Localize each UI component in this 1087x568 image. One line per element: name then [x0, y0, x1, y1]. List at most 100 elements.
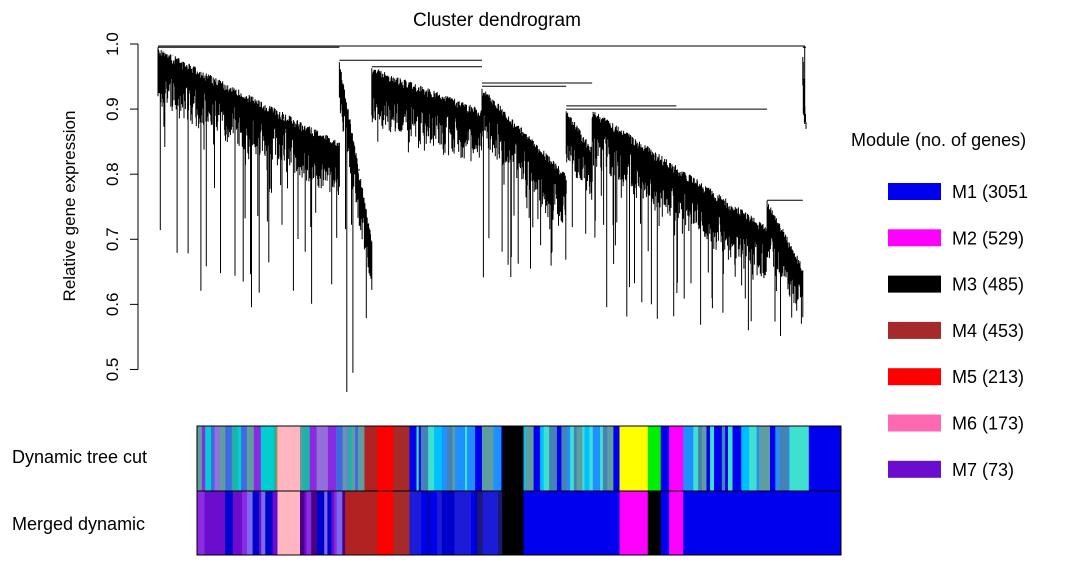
- module-strip: [327, 426, 337, 491]
- module-block: [345, 491, 378, 555]
- module-strip: [317, 491, 325, 555]
- module-strip: [786, 426, 789, 491]
- module-strip: [434, 426, 443, 491]
- module-strip: [485, 426, 494, 491]
- module-block: [647, 426, 662, 491]
- module-strip: [570, 426, 575, 491]
- module-strip: [607, 426, 614, 491]
- module-block: [660, 426, 670, 491]
- module-strip: [327, 491, 332, 555]
- module-strip: [561, 426, 568, 491]
- legend-label: M3 (485): [952, 275, 1024, 295]
- module-strip: [272, 491, 278, 555]
- module-strip: [459, 426, 466, 491]
- module-strip: [358, 426, 365, 491]
- module-strip: [334, 491, 338, 555]
- module-strip: [556, 426, 562, 491]
- module-block: [619, 491, 649, 555]
- module-strip: [418, 426, 422, 491]
- module-strip: [447, 426, 453, 491]
- module-strip: [543, 426, 550, 491]
- module-strip: [470, 491, 475, 555]
- module-strip: [219, 426, 226, 491]
- legend-title: Module (no. of genes): [851, 130, 1026, 150]
- module-strip: [442, 426, 448, 491]
- y-tick-label: 0.6: [103, 293, 122, 317]
- module-strip: [714, 426, 723, 491]
- module-strip: [452, 426, 456, 491]
- module-strip: [409, 491, 414, 555]
- legend-label: M1 (3051: [952, 182, 1028, 202]
- module-strip: [421, 491, 427, 555]
- module-strip: [736, 426, 742, 491]
- module-block: [660, 491, 670, 555]
- module-block: [502, 426, 524, 491]
- chart-title: Cluster dendrogram: [413, 10, 581, 31]
- module-strip: [592, 426, 601, 491]
- module-strip: [533, 426, 541, 491]
- y-axis: 0.5 0.6 0.7 0.8 0.9 1.0: [103, 32, 139, 381]
- module-strip: [445, 491, 451, 555]
- legend-swatch: [888, 321, 941, 339]
- module-strip: [355, 426, 359, 491]
- module-strip: [770, 426, 776, 491]
- module-strip: [600, 426, 604, 491]
- module-strip: [246, 426, 255, 491]
- module-strip: [706, 426, 711, 491]
- module-block: [669, 426, 684, 491]
- module-strip: [488, 491, 496, 555]
- module-strip: [710, 426, 715, 491]
- module-block: [523, 491, 620, 555]
- module-strip: [342, 491, 346, 555]
- module-strip: [441, 491, 446, 555]
- module-strip: [525, 426, 534, 491]
- module-strip: [238, 491, 243, 555]
- row-border: [196, 490, 842, 556]
- module-strip: [683, 426, 689, 491]
- module-strip: [493, 426, 502, 491]
- module-strip: [698, 426, 703, 491]
- module-strip: [455, 426, 460, 491]
- module-strip: [549, 426, 558, 491]
- module-strip: [613, 426, 620, 491]
- module-block: [647, 491, 662, 555]
- module-strip: [324, 491, 328, 555]
- module-strip: [437, 491, 443, 555]
- module-strip: [482, 491, 489, 555]
- module-strip: [494, 491, 499, 555]
- legend-swatch: [888, 460, 941, 478]
- module-block: [364, 426, 378, 491]
- module-strip: [204, 491, 213, 555]
- legend-swatch: [888, 229, 941, 247]
- module-strip: [576, 426, 583, 491]
- module-strip: [211, 426, 215, 491]
- module-strip: [775, 426, 780, 491]
- module-strip: [331, 491, 335, 555]
- module-strip: [481, 426, 487, 491]
- module-strip: [465, 426, 468, 491]
- module-strip: [573, 426, 578, 491]
- legend: Module (no. of genes) M1 (3051 M2 (529) M3…: [851, 130, 1028, 480]
- module-block: [377, 491, 394, 555]
- module-strip: [212, 491, 220, 555]
- module-strip: [276, 426, 278, 491]
- module-strip: [225, 426, 233, 491]
- module-strip: [302, 426, 311, 491]
- module-strip: [351, 426, 356, 491]
- dynamic-tree-cut-bar: [196, 425, 842, 492]
- module-strip: [582, 426, 585, 491]
- module-strip: [759, 426, 765, 491]
- module-strip: [458, 491, 464, 555]
- module-strip: [584, 426, 590, 491]
- legend-label: M4 (453): [952, 321, 1024, 341]
- legend-swatch: [888, 414, 941, 432]
- legend-items: M1 (3051 M2 (529) M3 (485) M4 (453) M5 (213)…: [888, 182, 1028, 480]
- module-strip: [237, 426, 242, 491]
- module-strip: [265, 491, 273, 555]
- module-strip: [309, 426, 317, 491]
- module-strip: [225, 491, 234, 555]
- module-color-bars: [196, 425, 842, 556]
- y-tick-label: 1.0: [103, 32, 122, 56]
- module-strip: [197, 491, 205, 555]
